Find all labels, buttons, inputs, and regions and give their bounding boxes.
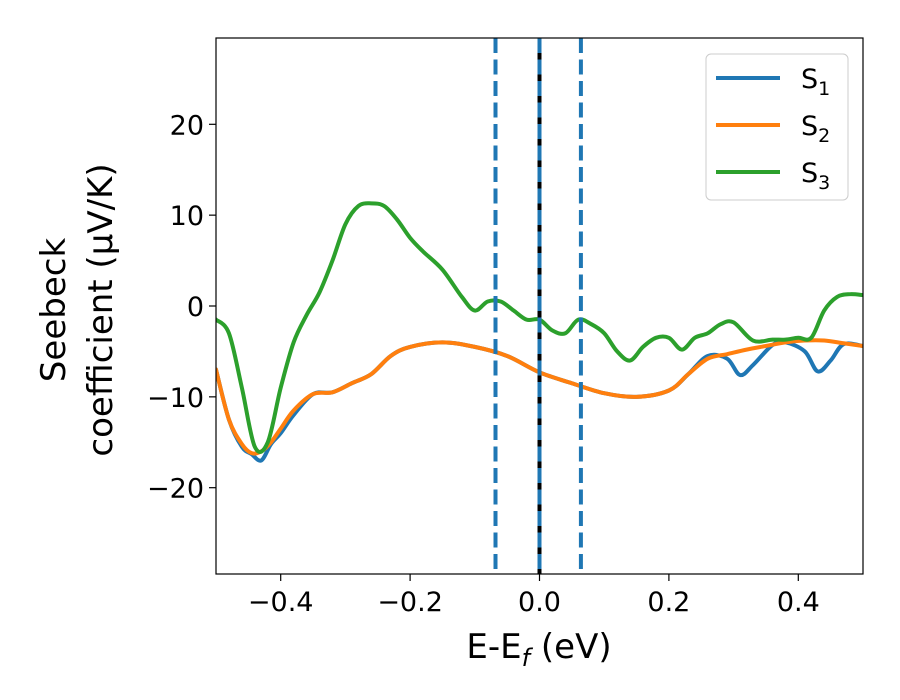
y-axis-ticks: −20 −10 0 10 20 — [147, 110, 216, 505]
y-tick-label: −20 — [147, 474, 204, 505]
vertical-reference-lines — [493, 38, 583, 574]
legend: S1 S2 S3 — [705, 53, 849, 201]
x-tick-label: −0.2 — [377, 587, 443, 618]
x-tick-label: 0.0 — [518, 587, 561, 618]
series-line-s2 — [216, 338, 863, 456]
legend-label-s1: S1 — [801, 64, 830, 100]
y-axis-title-line1: Seebeck — [34, 238, 74, 383]
x-axis-ticks: −0.4 −0.2 0.0 0.2 0.4 — [248, 574, 820, 618]
x-tick-label: 0.2 — [647, 587, 690, 618]
legend-label-s3: S3 — [801, 158, 830, 194]
x-axis-title: E-Ef (eV) — [466, 627, 611, 672]
x-tick-label: −0.4 — [248, 587, 314, 618]
y-tick-label: 20 — [170, 110, 204, 141]
y-axis-title-line2: coefficient (μV/K) — [81, 163, 121, 456]
y-tick-label: 10 — [170, 201, 204, 232]
legend-label-s2: S2 — [801, 111, 830, 147]
x-tick-label: 0.4 — [777, 587, 820, 618]
y-tick-label: −10 — [147, 383, 204, 414]
y-tick-label: 0 — [187, 292, 204, 323]
